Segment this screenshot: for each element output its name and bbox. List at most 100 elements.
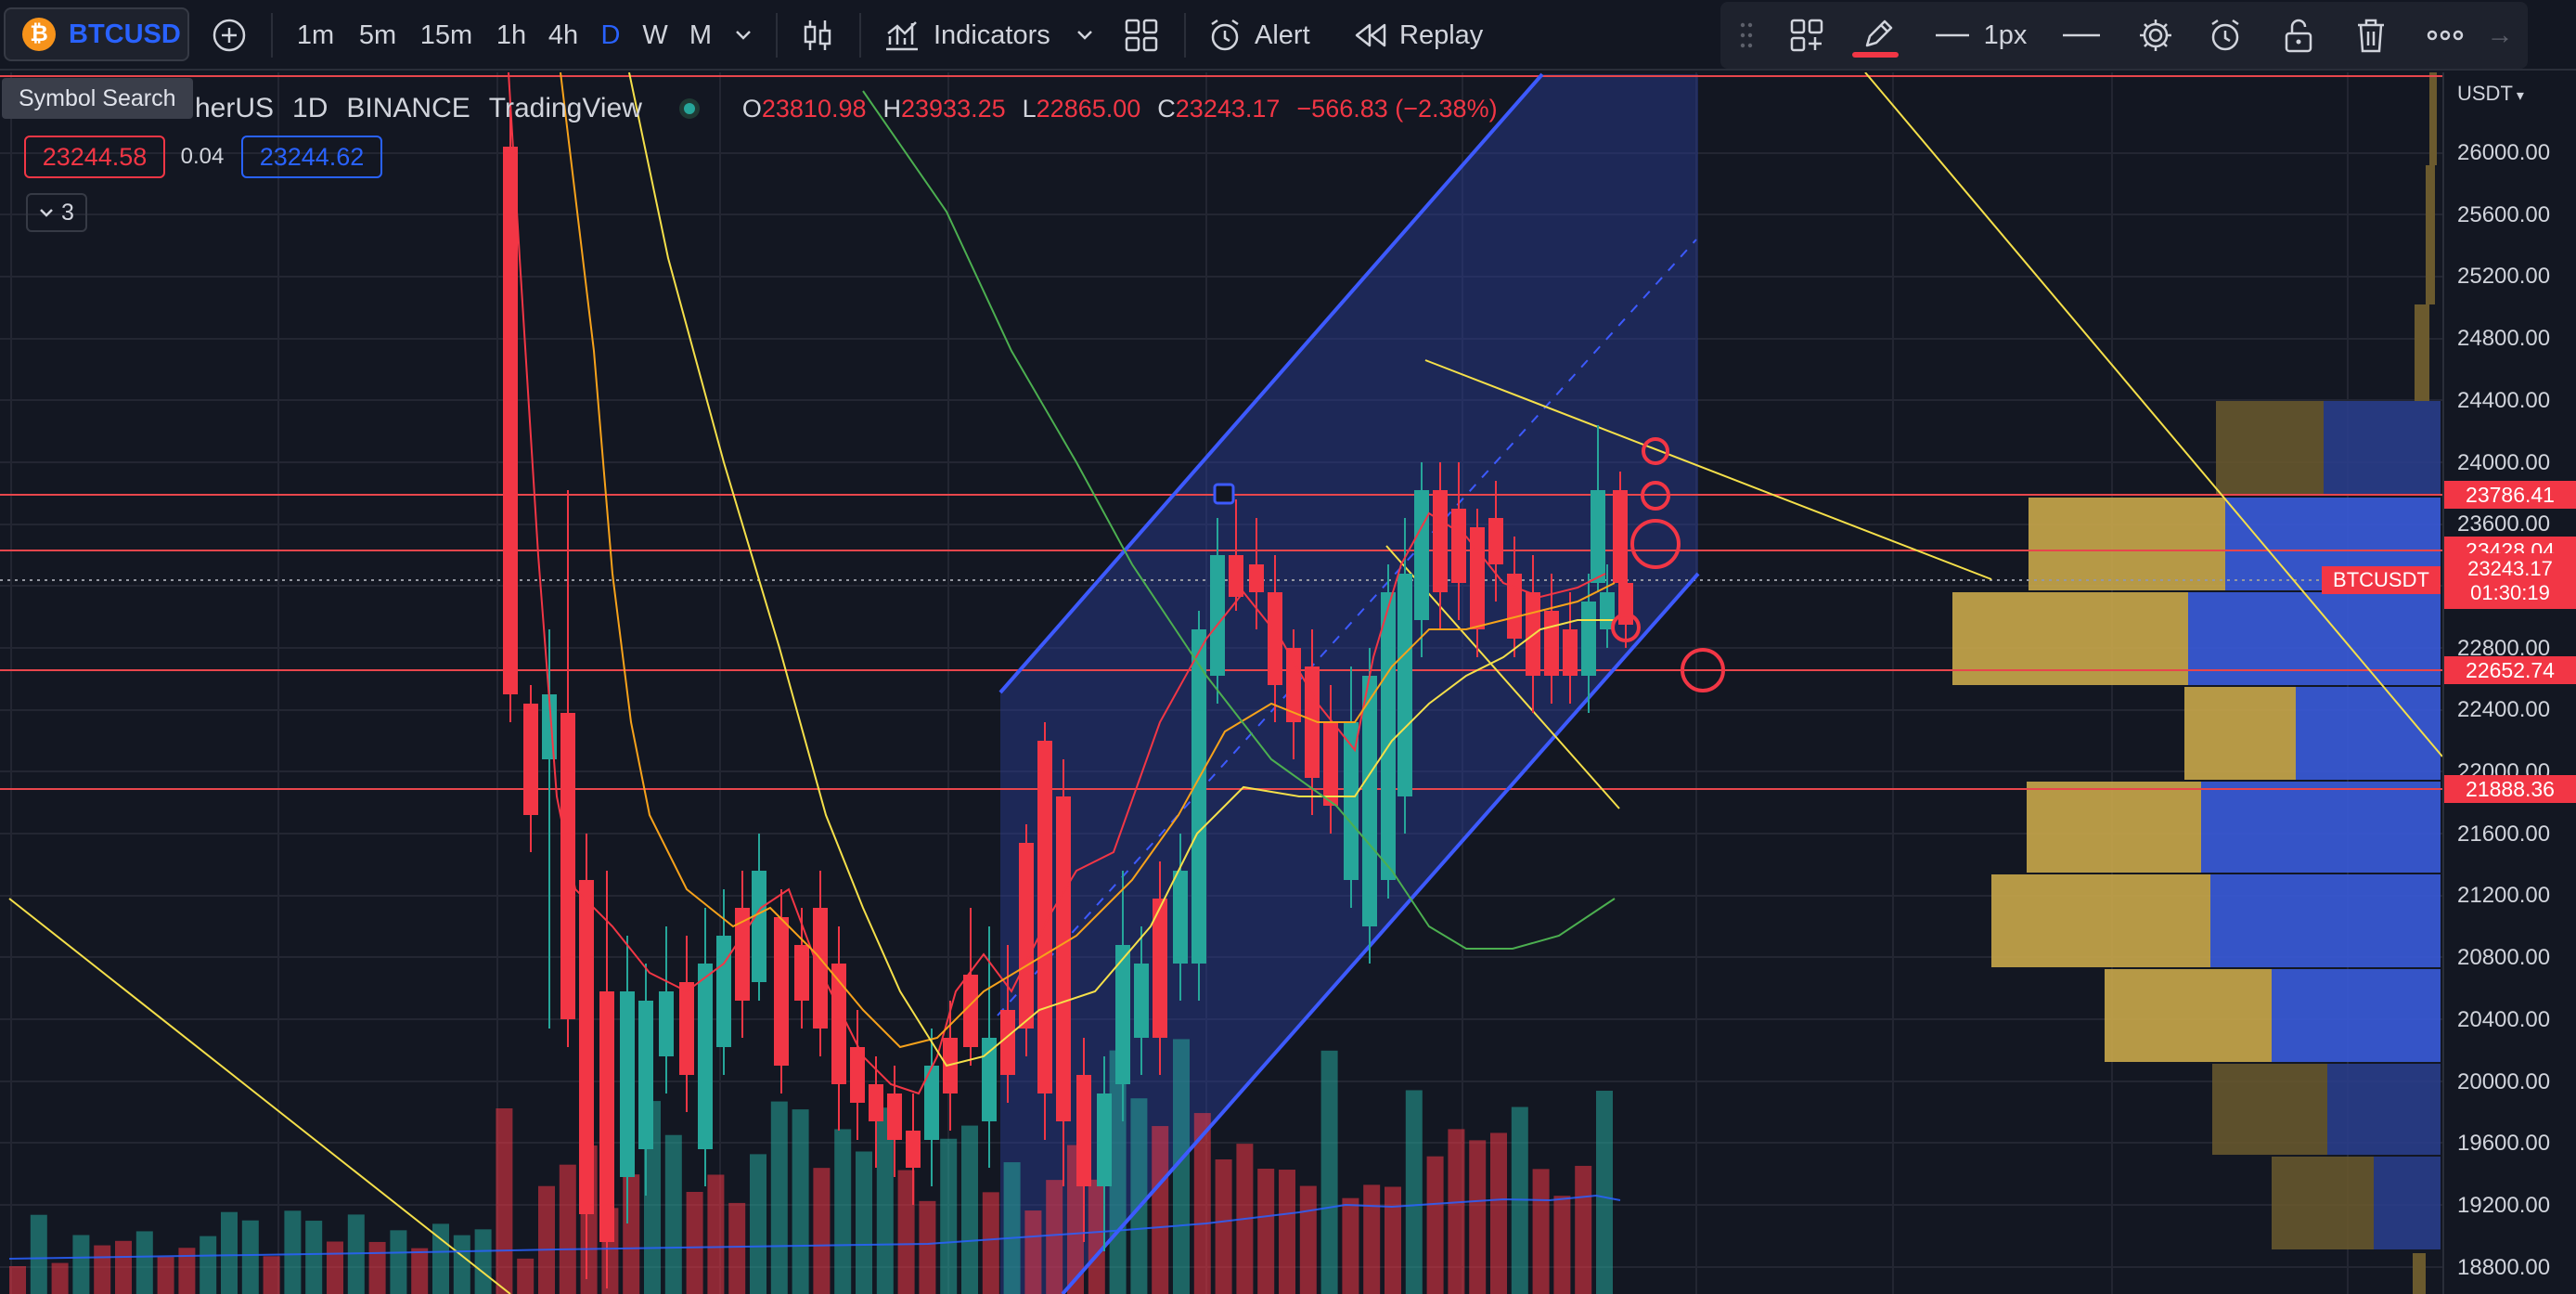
- more-button[interactable]: [2420, 0, 2470, 71]
- volume-bar: [623, 1174, 640, 1294]
- volume-bar: [157, 1257, 174, 1294]
- candle-body: [638, 1001, 653, 1149]
- chart-type-button[interactable]: [796, 0, 839, 71]
- candle-body: [503, 147, 518, 694]
- parallel-channel-fill[interactable]: [1000, 74, 1698, 1294]
- volume-profile: [1952, 72, 2441, 1294]
- add-template-button[interactable]: [1784, 0, 1830, 71]
- interval-4h[interactable]: 4h: [547, 19, 579, 50]
- candle-body: [831, 964, 846, 1084]
- volume-bar: [770, 1101, 788, 1294]
- interval-15m[interactable]: 15m: [419, 19, 473, 50]
- legend-exchange[interactable]: BINANCE: [346, 93, 470, 123]
- interval-d[interactable]: D: [600, 19, 621, 50]
- delete-button[interactable]: [2348, 0, 2394, 71]
- indicators-dropdown[interactable]: [1071, 0, 1099, 71]
- color-swatch: [1852, 52, 1899, 58]
- replay-button[interactable]: Replay: [1353, 0, 1487, 71]
- symbol-name: BTCUSD: [69, 19, 181, 49]
- top-toolbar: ₿ BTCUSD 1m 5m 15m 1h 4h D W M Indicator…: [0, 0, 2576, 71]
- volume-bar: [241, 1220, 259, 1294]
- line-width-button[interactable]: 1px: [1930, 0, 2032, 71]
- alarm-add-icon: [2211, 19, 2239, 51]
- parallel-channel[interactable]: [997, 72, 1700, 1294]
- volume-bar: [1490, 1132, 1507, 1294]
- settings-button[interactable]: [2132, 0, 2179, 71]
- interval-1h[interactable]: 1h: [496, 19, 527, 50]
- trash-icon: [2358, 19, 2384, 53]
- line-color-button[interactable]: [1854, 0, 1900, 71]
- volume-bar: [728, 1202, 746, 1294]
- volume-bar: [1385, 1186, 1401, 1294]
- drawing-alert-button[interactable]: [2203, 0, 2249, 71]
- ohlc-close-key: C: [1157, 94, 1176, 123]
- buy-price-button[interactable]: 23244.62: [241, 136, 382, 178]
- forward-arrow-icon[interactable]: →: [2486, 19, 2514, 50]
- legend-interval[interactable]: 1D: [292, 93, 328, 123]
- layouts-button[interactable]: [1121, 0, 1162, 71]
- intervals-dropdown[interactable]: [729, 0, 757, 71]
- line-style-button[interactable]: [2058, 0, 2105, 71]
- volume-bar: [411, 1248, 429, 1294]
- symbol-selector[interactable]: ₿ BTCUSD: [4, 7, 189, 61]
- market-status-icon[interactable]: [678, 98, 700, 119]
- volume-bar: [1299, 1185, 1317, 1294]
- volume-bar: [200, 1236, 217, 1294]
- candle-body: [1563, 629, 1578, 676]
- marker-circles[interactable]: [1611, 437, 1725, 692]
- candle-body: [1115, 945, 1130, 1084]
- sell-price-button[interactable]: 23244.58: [24, 136, 165, 178]
- candle-body: [887, 1093, 902, 1140]
- more-dots-icon: [2427, 30, 2464, 41]
- ohlc-change: −566.83 (−2.38%): [1296, 94, 1498, 123]
- volume-bar: [1279, 1170, 1295, 1294]
- channel-anchor-handle[interactable]: [1213, 483, 1235, 505]
- rewind-icon: [1355, 23, 1386, 47]
- price-tick: 25200.00: [2457, 264, 2551, 290]
- candle-body: [1173, 871, 1188, 964]
- volume-bar: [496, 1108, 513, 1294]
- interval-w[interactable]: W: [642, 19, 668, 50]
- currency-selector[interactable]: USDT ▾: [2457, 82, 2524, 106]
- ohlc-close: 23243.17: [1175, 94, 1281, 123]
- volume-bar: [305, 1221, 323, 1294]
- volume-bar: [940, 1138, 958, 1294]
- candle-body: [1229, 555, 1243, 597]
- volume-bar: [1193, 1113, 1211, 1294]
- volume-bar: [1469, 1140, 1487, 1294]
- indicators-button[interactable]: Indicators: [883, 0, 1054, 71]
- interval-m[interactable]: M: [689, 19, 713, 50]
- volume-bar: [1152, 1126, 1169, 1294]
- volume-bar: [263, 1256, 280, 1294]
- symbol-price-flag: BTCUSDT: [2322, 566, 2441, 594]
- candle-body: [1507, 574, 1522, 639]
- volume-bar: [644, 1101, 661, 1294]
- volume-bar: [1532, 1169, 1550, 1294]
- volume-bar: [1405, 1090, 1423, 1294]
- legend-collapse-button[interactable]: 3: [26, 193, 87, 232]
- candle-body: [963, 975, 978, 1047]
- volume-bar: [390, 1230, 407, 1294]
- candle-body: [599, 991, 614, 1242]
- ohlc-open-key: O: [741, 94, 762, 123]
- price-chart[interactable]: [0, 72, 2442, 1294]
- candle-body: [1451, 509, 1466, 583]
- interval-1m[interactable]: 1m: [296, 19, 335, 50]
- candle-body: [1134, 964, 1149, 1038]
- drag-handle[interactable]: [1733, 0, 1759, 71]
- indicators-label: Indicators: [934, 19, 1050, 50]
- replay-label: Replay: [1399, 19, 1484, 50]
- volume-bar: [750, 1154, 766, 1294]
- candle-body: [1414, 490, 1429, 620]
- interval-5m[interactable]: 5m: [358, 19, 397, 50]
- collapsed-count: 3: [61, 199, 74, 226]
- volume-bar: [1320, 1050, 1338, 1294]
- compare-symbol-button[interactable]: [206, 0, 252, 71]
- candle-body: [1056, 796, 1071, 1121]
- legend-provider[interactable]: TradingView: [488, 93, 642, 123]
- ohlc-low-key: L: [1022, 94, 1037, 123]
- price-tick: 24400.00: [2457, 387, 2551, 413]
- legend-symbol[interactable]: herUS: [195, 93, 275, 123]
- lock-button[interactable]: [2275, 0, 2322, 71]
- alert-button[interactable]: Alert: [1206, 0, 1323, 71]
